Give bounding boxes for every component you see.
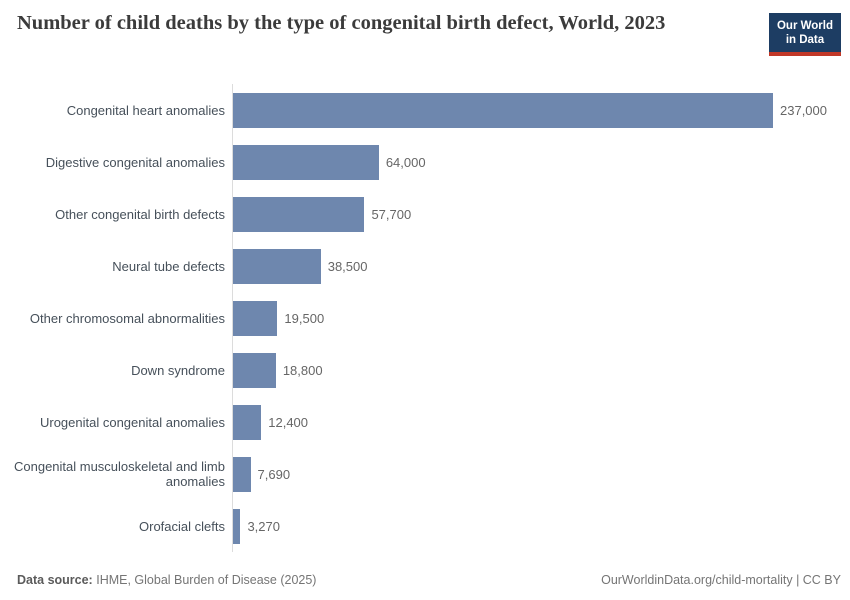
value-label: 38,500 — [327, 258, 368, 274]
bar-row: Digestive congenital anomalies 64,000 — [0, 136, 850, 188]
logo-text-line2: in Data — [785, 34, 825, 46]
bar[interactable] — [233, 508, 241, 544]
bar-row: Other chromosomal abnormalities 19,500 — [0, 292, 850, 344]
bar-track: 57,700 — [232, 188, 850, 240]
bar-row: Urogenital congenital anomalies 12,400 — [0, 396, 850, 448]
bar-chart: Congenital heart anomalies 237,000 Digesti… — [0, 84, 850, 552]
bar[interactable] — [233, 144, 379, 180]
category-label: Other chromosomal abnormalities — [29, 310, 225, 326]
bar-row: Other congenital birth defects 57,700 — [0, 188, 850, 240]
data-source-label: Data source: — [17, 573, 93, 587]
bar[interactable] — [233, 92, 773, 128]
bar-track: 237,000 — [232, 84, 850, 136]
category-label: Congenital heart anomalies — [66, 102, 225, 118]
bar-track: 19,500 — [232, 292, 850, 344]
category-label: Digestive congenital anomalies — [45, 154, 225, 170]
chart-title: Number of child deaths by the type of co… — [17, 12, 666, 34]
bar[interactable] — [233, 456, 251, 492]
value-label: 57,700 — [371, 206, 412, 222]
value-label: 18,800 — [282, 362, 323, 378]
bar-row: Down syndrome 18,800 — [0, 344, 850, 396]
bar-track: 64,000 — [232, 136, 850, 188]
category-label: Orofacial clefts — [139, 518, 225, 534]
data-source-text: IHME, Global Burden of Disease (2025) — [96, 573, 317, 587]
bar-track: 3,270 — [232, 500, 850, 552]
value-label: 19,500 — [284, 310, 325, 326]
chart-footer: Data source: IHME, Global Burden of Dise… — [17, 573, 841, 587]
bar-track: 12,400 — [232, 396, 850, 448]
owid-logo[interactable]: Our World in Data — [768, 13, 841, 56]
bar-row: Neural tube defects 38,500 — [0, 240, 850, 292]
logo-text-line1: Our World — [776, 20, 833, 32]
bar-row: Congenital heart anomalies 237,000 — [0, 84, 850, 136]
bar[interactable] — [233, 248, 321, 284]
category-label: Other congenital birth defects — [55, 206, 225, 222]
bar-track: 7,690 — [232, 448, 850, 500]
value-label: 64,000 — [385, 154, 426, 170]
category-label: Congenital musculoskeletal and limb anom… — [13, 459, 225, 489]
bar-row: Congenital musculoskeletal and limb anom… — [0, 448, 850, 500]
data-source: Data source: IHME, Global Burden of Dise… — [17, 573, 316, 587]
bar[interactable] — [233, 404, 262, 440]
bar[interactable] — [233, 196, 365, 232]
category-label: Urogenital congenital anomalies — [39, 414, 225, 430]
category-label: Neural tube defects — [112, 258, 225, 274]
value-label: 237,000 — [780, 102, 827, 118]
value-label: 12,400 — [268, 414, 309, 430]
value-label: 3,270 — [247, 518, 280, 534]
category-label: Down syndrome — [131, 362, 225, 378]
bar-row: Orofacial clefts 3,270 — [0, 500, 850, 552]
value-label: 7,690 — [257, 466, 291, 482]
bar[interactable] — [233, 352, 276, 388]
bar-track: 38,500 — [232, 240, 850, 292]
bar[interactable] — [233, 300, 278, 336]
attribution-link[interactable]: OurWorldinData.org/child-mortality | CC … — [601, 573, 841, 587]
bar-track: 18,800 — [232, 344, 850, 396]
